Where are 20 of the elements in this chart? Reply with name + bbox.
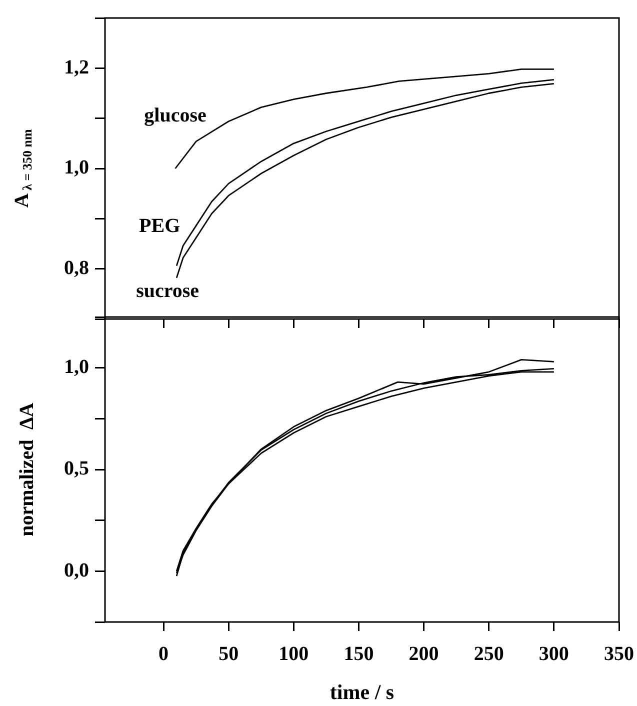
y-tick-label: 0,5 bbox=[64, 458, 89, 480]
x-tick-label: 300 bbox=[538, 643, 569, 666]
x-tick-label: 200 bbox=[408, 643, 439, 666]
y-axis-title: normalized ΔA bbox=[16, 402, 38, 536]
x-tick-label: 100 bbox=[278, 643, 309, 666]
x-tick-label: 150 bbox=[344, 643, 374, 666]
series-label: PEG bbox=[139, 214, 181, 237]
x-tick-label: 350 bbox=[604, 643, 634, 666]
x-tick-label: 0 bbox=[158, 643, 169, 666]
y-tick-label: 1,0 bbox=[64, 356, 89, 378]
y-tick-label: 1,2 bbox=[64, 56, 89, 78]
y-tick-label: 0,0 bbox=[64, 559, 89, 582]
series-label: sucrose bbox=[136, 280, 200, 302]
series-label: glucose bbox=[144, 104, 206, 127]
y-axis-title: Aλ = 350 nm bbox=[11, 129, 34, 208]
y-tick-label: 1,0 bbox=[64, 156, 89, 179]
x-tick-label: 50 bbox=[218, 643, 239, 666]
x-tick-label: 250 bbox=[474, 643, 504, 666]
y-tick-label: 0,8 bbox=[64, 257, 89, 280]
x-axis-title: time / s bbox=[330, 680, 394, 704]
